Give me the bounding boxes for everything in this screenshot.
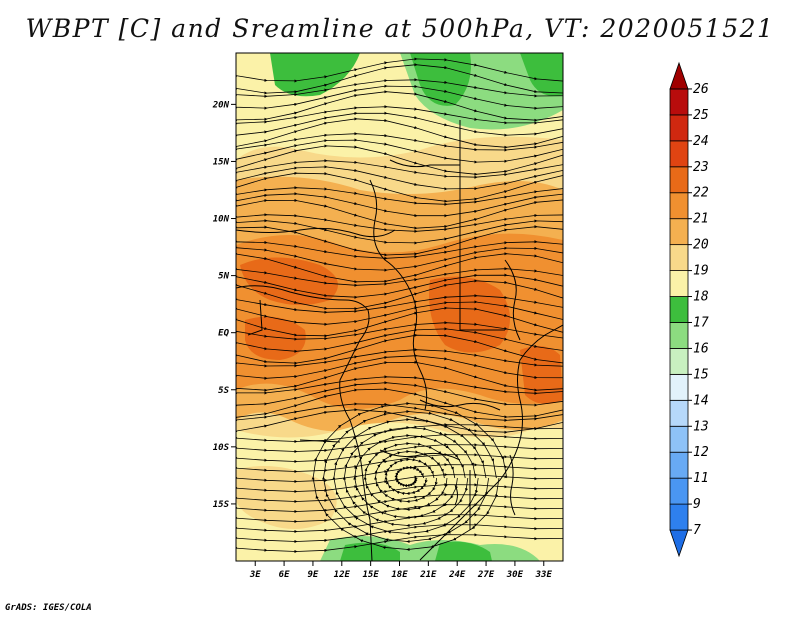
lon-tick-label: 33E xyxy=(535,570,553,580)
colorbar-label: 22 xyxy=(693,186,709,201)
lon-tick-label: 21E xyxy=(419,570,437,580)
colorbar-cell xyxy=(669,529,689,558)
grads-credit: GrADS: IGES/COLA xyxy=(5,603,92,613)
colorbar-label: 16 xyxy=(693,341,709,356)
lon-tick-label: 12E xyxy=(334,570,351,580)
colorbar-cell xyxy=(669,399,689,427)
colorbar-label: 17 xyxy=(693,315,709,330)
latitude-axis: 20N 15N 10N 5N EQ 5S 10S 15S xyxy=(212,100,236,510)
colorbar-label: 25 xyxy=(693,108,709,123)
colorbar-cell xyxy=(669,451,689,479)
colorbar-label: 23 xyxy=(693,160,709,175)
colorbar-label: 7 xyxy=(693,523,701,538)
lon-tick-label: 18E xyxy=(391,570,408,580)
colorbar-label: 15 xyxy=(693,367,709,382)
lat-tick-label: EQ xyxy=(218,329,229,339)
colorbar-cell xyxy=(669,270,689,297)
colorbar-cell xyxy=(669,166,689,194)
lat-tick-label: 10S xyxy=(213,443,230,453)
streamlines xyxy=(236,57,563,554)
colorbar-label: 20 xyxy=(693,238,709,253)
colorbar-cell xyxy=(669,425,689,453)
lon-tick-label: 27E xyxy=(477,570,495,580)
lat-tick-label: 5S xyxy=(218,386,229,396)
lat-tick-label: 15N xyxy=(213,157,230,167)
colorbar-cell xyxy=(669,192,689,220)
colorbar-label: 18 xyxy=(693,290,709,305)
longitude-axis: 3E 6E 9E 12E 15E 18E 21E 24E 27E 30E 33E xyxy=(249,561,553,580)
lat-tick-label: 10N xyxy=(213,215,230,225)
colorbar-label: 14 xyxy=(693,393,709,408)
colorbar-cell xyxy=(669,348,689,375)
colorbar-cell xyxy=(669,61,689,90)
colorbar-cell xyxy=(669,218,689,246)
colorbar-label: 19 xyxy=(693,264,709,279)
colorbar-cell xyxy=(669,477,689,505)
lon-tick-label: 24E xyxy=(448,570,466,580)
lat-tick-label: 15S xyxy=(213,500,230,510)
colorbar-label: 26 xyxy=(693,82,709,97)
streamline xyxy=(236,533,563,554)
lon-tick-label: 30E xyxy=(506,570,524,580)
colorbar-cell xyxy=(669,322,689,349)
colorbar-label: 24 xyxy=(693,134,709,149)
colorbar-cell xyxy=(669,373,689,401)
lon-tick-label: 9E xyxy=(308,570,319,580)
lat-tick-label: 20N xyxy=(212,100,230,110)
lon-tick-label: 3E xyxy=(249,570,261,580)
colorbar-label: 12 xyxy=(693,445,709,460)
chart-title: WBPT [C] and Sreamline at 500hPa, VT: 20… xyxy=(25,14,775,43)
colorbar-label: 11 xyxy=(693,471,709,486)
colorbar-cell xyxy=(669,114,689,142)
colorbar-cell xyxy=(669,88,689,116)
lat-tick-label: 5N xyxy=(218,272,229,282)
colorbar-cell xyxy=(669,140,689,168)
colorbar-cell xyxy=(669,244,689,271)
colorbar: 7 9 11 12 13 14 15 16 17 18 19 20 21 22 23 24 25 26 xyxy=(669,61,709,558)
colorbar-label: 13 xyxy=(693,419,709,434)
colorbar-label: 9 xyxy=(693,497,701,512)
coastlines-borders xyxy=(236,120,563,561)
lon-tick-label: 6E xyxy=(279,570,290,580)
colorbar-label: 21 xyxy=(693,212,709,227)
lon-tick-label: 15E xyxy=(363,570,380,580)
colorbar-cell xyxy=(669,503,689,531)
colorbar-cell xyxy=(669,296,689,323)
